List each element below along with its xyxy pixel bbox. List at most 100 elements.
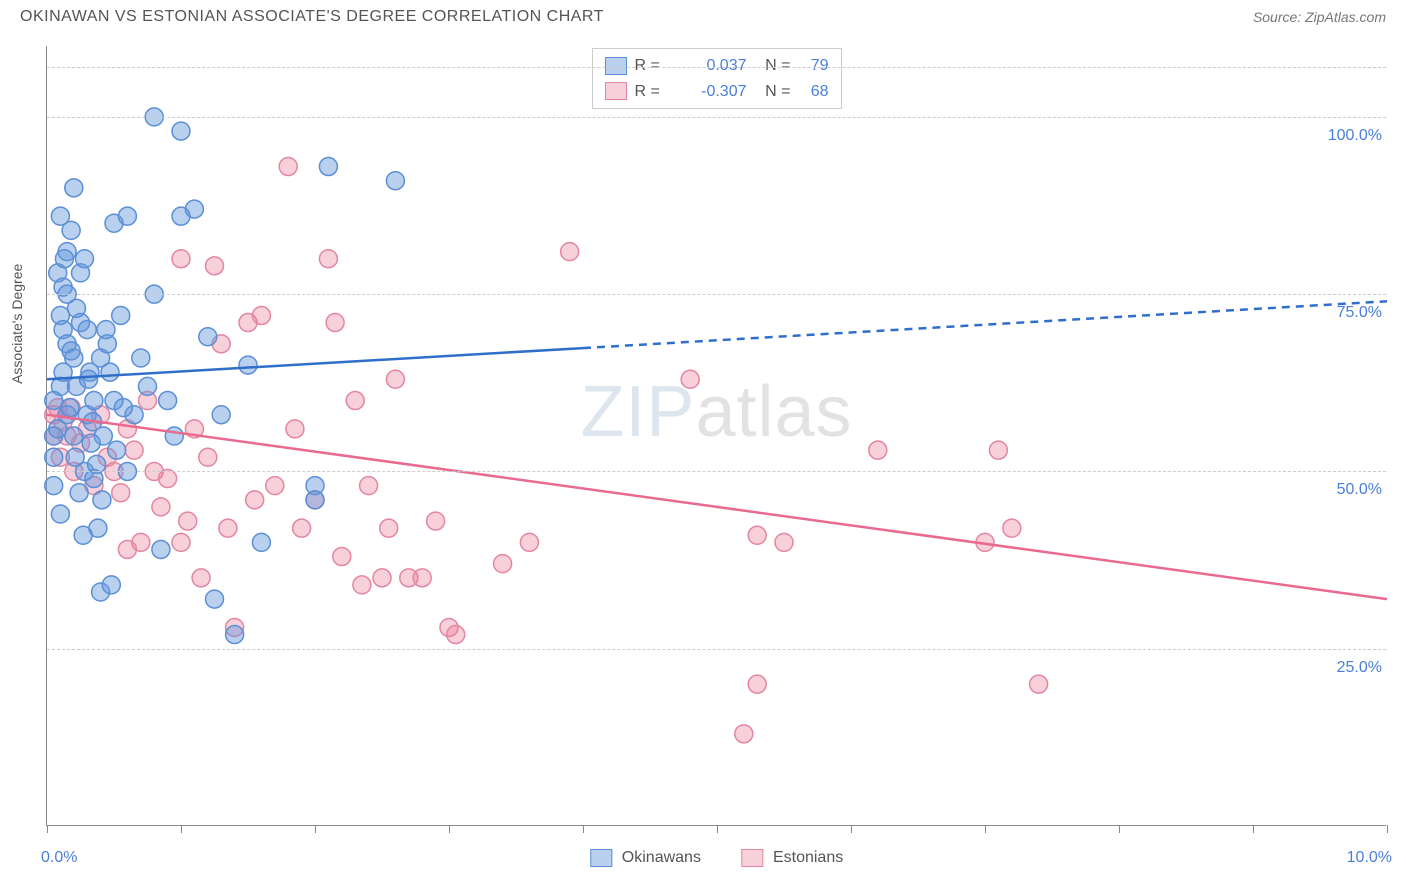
scatter-point bbox=[869, 441, 887, 459]
legend-item: Estonians bbox=[741, 849, 843, 867]
scatter-point bbox=[252, 306, 270, 324]
scatter-point bbox=[45, 448, 63, 466]
x-tick bbox=[985, 825, 986, 833]
x-tick bbox=[851, 825, 852, 833]
scatter-point bbox=[319, 250, 337, 268]
scatter-point bbox=[989, 441, 1007, 459]
scatter-point bbox=[65, 427, 83, 445]
scatter-point bbox=[333, 548, 351, 566]
scatter-point bbox=[185, 200, 203, 218]
scatter-point bbox=[76, 250, 94, 268]
legend-row: R =-0.307N =68 bbox=[605, 79, 829, 105]
scatter-point bbox=[319, 158, 337, 176]
scatter-point bbox=[735, 725, 753, 743]
n-label: N = bbox=[755, 79, 791, 105]
x-tick bbox=[1119, 825, 1120, 833]
scatter-point bbox=[66, 448, 84, 466]
scatter-point bbox=[67, 299, 85, 317]
scatter-point bbox=[199, 448, 217, 466]
scatter-point bbox=[1003, 519, 1021, 537]
scatter-point bbox=[360, 477, 378, 495]
scatter-point bbox=[97, 321, 115, 339]
gridline bbox=[47, 294, 1386, 295]
x-axis-label-min: 0.0% bbox=[41, 849, 77, 867]
scatter-point bbox=[266, 477, 284, 495]
scatter-point bbox=[192, 569, 210, 587]
scatter-point bbox=[172, 533, 190, 551]
scatter-point bbox=[206, 590, 224, 608]
chart-source: Source: ZipAtlas.com bbox=[1253, 9, 1386, 25]
scatter-point bbox=[82, 434, 100, 452]
scatter-point bbox=[55, 250, 73, 268]
scatter-point bbox=[413, 569, 431, 587]
trend-line bbox=[47, 348, 583, 379]
scatter-point bbox=[101, 363, 119, 381]
legend-swatch bbox=[605, 82, 627, 100]
scatter-point bbox=[108, 441, 126, 459]
scatter-point bbox=[172, 122, 190, 140]
scatter-point bbox=[65, 179, 83, 197]
scatter-point bbox=[520, 533, 538, 551]
scatter-point bbox=[239, 356, 257, 374]
scatter-point bbox=[427, 512, 445, 530]
gridline bbox=[47, 649, 1386, 650]
scatter-point bbox=[172, 250, 190, 268]
gridline bbox=[47, 471, 1386, 472]
y-axis-label: 50.0% bbox=[1337, 481, 1388, 499]
scatter-point bbox=[219, 519, 237, 537]
r-value: 0.037 bbox=[677, 53, 747, 79]
trend-line bbox=[47, 415, 1387, 599]
scatter-point bbox=[45, 477, 63, 495]
legend-label: Estonians bbox=[773, 849, 843, 867]
x-tick bbox=[315, 825, 316, 833]
trend-line bbox=[583, 301, 1387, 348]
scatter-point bbox=[206, 257, 224, 275]
x-axis-label-max: 10.0% bbox=[1347, 849, 1392, 867]
n-value: 68 bbox=[799, 79, 829, 105]
scatter-point bbox=[252, 533, 270, 551]
scatter-point bbox=[346, 392, 364, 410]
scatter-point bbox=[51, 505, 69, 523]
legend-label: Okinawans bbox=[622, 849, 701, 867]
x-tick bbox=[1253, 825, 1254, 833]
scatter-point bbox=[85, 392, 103, 410]
scatter-point bbox=[179, 512, 197, 530]
scatter-point bbox=[1030, 675, 1048, 693]
scatter-point bbox=[112, 484, 130, 502]
scatter-point bbox=[279, 158, 297, 176]
scatter-point bbox=[681, 370, 699, 388]
n-label: N = bbox=[755, 53, 791, 79]
scatter-point bbox=[386, 172, 404, 190]
scatter-point bbox=[775, 533, 793, 551]
x-tick bbox=[449, 825, 450, 833]
scatter-point bbox=[306, 491, 324, 509]
scatter-point bbox=[93, 491, 111, 509]
y-axis-label: 75.0% bbox=[1337, 304, 1388, 322]
y-axis-label: 100.0% bbox=[1328, 127, 1388, 145]
scatter-point bbox=[78, 321, 96, 339]
scatter-point bbox=[286, 420, 304, 438]
scatter-point bbox=[70, 484, 88, 502]
scatter-point bbox=[447, 626, 465, 644]
scatter-point bbox=[494, 555, 512, 573]
chart-header: OKINAWAN VS ESTONIAN ASSOCIATE'S DEGREE … bbox=[0, 0, 1406, 30]
legend-swatch bbox=[590, 849, 612, 867]
x-tick bbox=[1387, 825, 1388, 833]
correlation-legend: R =0.037N =79R =-0.307N =68 bbox=[592, 48, 842, 109]
legend-item: Okinawans bbox=[590, 849, 701, 867]
x-tick bbox=[181, 825, 182, 833]
scatter-point bbox=[380, 519, 398, 537]
scatter-point bbox=[152, 540, 170, 558]
gridline bbox=[47, 117, 1386, 118]
scatter-point bbox=[62, 342, 80, 360]
series-legend: Okinawans Estonians bbox=[590, 849, 843, 867]
scatter-point bbox=[102, 576, 120, 594]
scatter-point bbox=[132, 349, 150, 367]
legend-row: R =0.037N =79 bbox=[605, 53, 829, 79]
scatter-point bbox=[199, 328, 217, 346]
scatter-point bbox=[212, 406, 230, 424]
scatter-point bbox=[74, 526, 92, 544]
r-label: R = bbox=[635, 53, 669, 79]
y-axis-title: Associate's Degree bbox=[9, 263, 25, 383]
y-axis-label: 25.0% bbox=[1337, 659, 1388, 677]
